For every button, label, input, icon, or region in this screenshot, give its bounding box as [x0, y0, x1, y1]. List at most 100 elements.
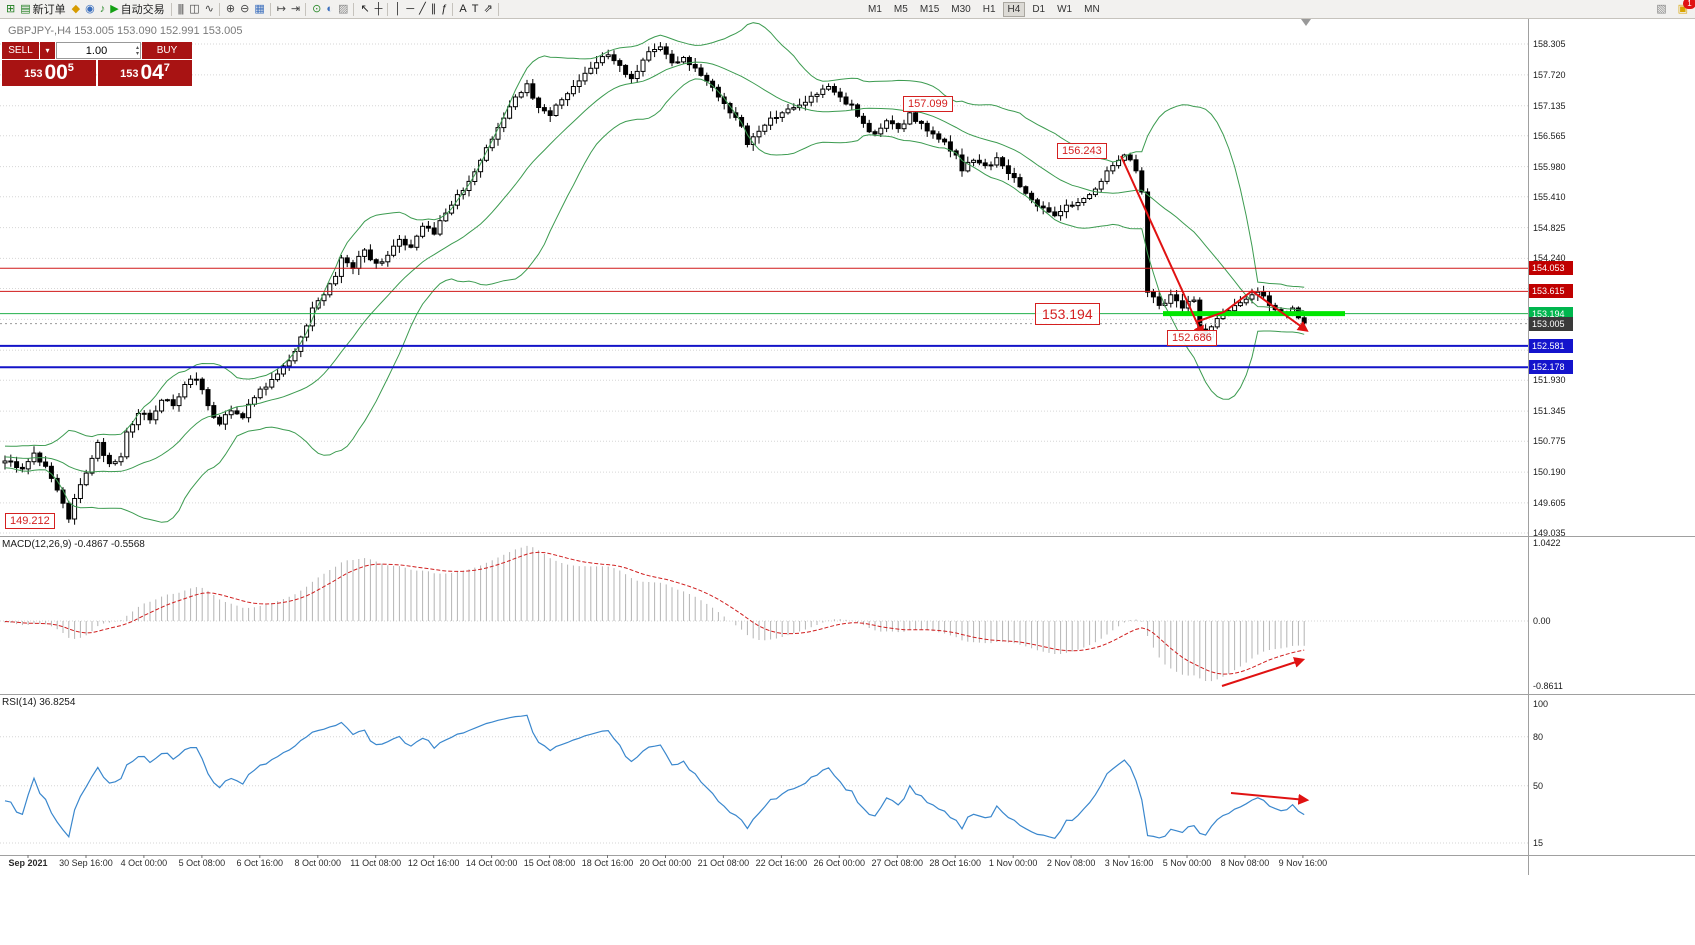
trendline-icon[interactable]: ╱ [416, 1, 428, 17]
zoom-in-icon[interactable]: ⊕ [223, 1, 237, 17]
buy-price-point: 7 [163, 62, 170, 74]
chart-profile-icon[interactable]: ▧ [1653, 1, 1668, 17]
timeframe-d1-button[interactable]: D1 [1027, 2, 1050, 17]
alerts-icon: ♪ [99, 3, 105, 15]
channel-icon: ∥ [430, 3, 436, 15]
tile-windows-icon: ▦ [254, 3, 264, 15]
label-tool-icon[interactable]: T [469, 1, 481, 17]
spinner-up-icon[interactable]: ▴ [135, 44, 139, 51]
crosshair-icon: ┼ [374, 3, 383, 15]
tile-windows-icon[interactable]: ▦ [251, 1, 266, 17]
channel-icon[interactable]: ∥ [428, 1, 439, 17]
new-chart-icon[interactable]: ⊞ [3, 1, 17, 17]
templates-icon: ▨ [338, 3, 348, 15]
trendline-icon: ╱ [419, 3, 426, 15]
sell-price-point: 5 [67, 62, 74, 74]
indicators-icon: ⊙ [312, 3, 321, 15]
bar-chart-mode-icon[interactable]: ||| [175, 1, 187, 17]
line-chart-mode-icon[interactable]: ∿ [202, 1, 216, 17]
line-chart-mode-icon: ∿ [204, 3, 214, 15]
zoom-out-icon[interactable]: ⊖ [237, 1, 251, 17]
indicators-icon[interactable]: ⊙ [309, 1, 323, 17]
toolbar-separator [353, 2, 355, 16]
autotrade-button[interactable]: ▶ 自动交易 [107, 1, 167, 17]
periods-icon[interactable]: ◐ [323, 1, 335, 17]
market-watch-icon[interactable]: ◆ [69, 1, 82, 17]
new-order-button[interactable]: ▤ 新订单 [17, 1, 68, 17]
arrows-tool-icon: ⇗ [483, 3, 492, 15]
one-click-trade-panel: SELL ▾ ▴▾ BUY 153 00 5 153 04 7 [2, 42, 192, 86]
vertical-line-icon[interactable]: │ [391, 1, 403, 17]
macd-arrow[interactable] [1221, 657, 1306, 687]
toolbar: ⊞ ▤ 新订单 ◆ ◉ ♪ ▶ 自动交易 ||| ◫ ∿ ⊕ ⊖ ▦ ↦ ⇥ ⊙ ◐ ▨ ↖ ┼ │ ─ ╱ ∥ ƒ A T ⇗ M1 M… [0, 0, 1695, 19]
toolbar-right-group: ▧ ▣ 1 [1653, 0, 1695, 17]
chart-shift-marker[interactable] [1301, 19, 1311, 26]
timeframe-m15-button[interactable]: M15 [915, 2, 944, 17]
timeframe-m5-button[interactable]: M5 [889, 2, 913, 17]
toolbar-separator [452, 2, 454, 16]
buy-price-prefix: 153 [120, 68, 139, 80]
data-window-icon[interactable]: ◉ [82, 1, 97, 17]
data-window-icon: ◉ [85, 3, 95, 15]
sell-price-prefix: 153 [24, 68, 43, 80]
horizontal-line-icon[interactable]: ─ [403, 1, 416, 17]
auto-scroll-icon[interactable]: ↦ [274, 1, 288, 17]
downtrend-arrow[interactable] [1120, 155, 1204, 338]
toolbar-separator [170, 2, 172, 16]
alerts-icon[interactable]: ♪ [97, 1, 108, 17]
cursor-icon: ↖ [360, 3, 369, 15]
macd-indicator-label: MACD(12,26,9) -0.4867 -0.5568 [2, 539, 145, 550]
trade-dropdown-caret-icon[interactable]: ▾ [40, 42, 55, 59]
timeframe-m30-button[interactable]: M30 [946, 2, 975, 17]
new-order-button-label: 新订单 [32, 4, 66, 16]
zoom-in-icon: ⊕ [225, 3, 235, 15]
arrows-tool-icon[interactable]: ⇗ [480, 1, 494, 17]
horizontal-line-icon: ─ [406, 3, 414, 15]
buy-price-button[interactable]: 153 04 7 [98, 60, 192, 86]
text-tool-icon[interactable]: A [456, 1, 468, 17]
buy-button[interactable]: BUY [142, 42, 192, 59]
label-tool-icon: T [471, 3, 479, 15]
cursor-icon[interactable]: ↖ [357, 1, 371, 17]
chart-shift-icon[interactable]: ⇥ [288, 1, 302, 17]
bar-chart-mode-icon: ||| [177, 3, 185, 15]
new-order-button: ▤ [20, 3, 30, 15]
toolbar-separator [305, 2, 307, 16]
timeframe-h4-button[interactable]: H4 [1002, 1, 1026, 17]
rsi-indicator-label: RSI(14) 36.8254 [2, 697, 76, 708]
consolidation-arrow[interactable] [1195, 289, 1309, 332]
toolbar-separator [218, 2, 220, 16]
vertical-line-icon: │ [394, 3, 401, 15]
volume-spinner[interactable]: ▴ ▾ [136, 45, 140, 57]
sell-price-button[interactable]: 153 00 5 [2, 60, 96, 86]
periods-icon: ◐ [326, 3, 333, 15]
candle-chart-mode-icon[interactable]: ◫ [186, 1, 201, 17]
buy-price-pips: 04 [140, 61, 164, 84]
timeframe-toolbar: M1 M5 M15 M30 H1 H4 D1 W1 MN [862, 1, 1106, 17]
timeframe-m1-button[interactable]: M1 [863, 2, 887, 17]
volume-input[interactable] [57, 44, 136, 57]
timeframe-w1-button[interactable]: W1 [1052, 2, 1077, 17]
sell-button[interactable]: SELL [2, 42, 39, 59]
toolbar-left-group: ⊞ ▤ 新订单 ◆ ◉ ♪ ▶ 自动交易 ||| ◫ ∿ ⊕ ⊖ ▦ ↦ ⇥ ⊙ ◐ ▨ ↖ ┼ │ ─ ╱ ∥ ƒ A T ⇗ [0, 0, 502, 18]
market-watch-icon: ◆ [71, 3, 81, 15]
spinner-down-icon[interactable]: ▾ [135, 50, 139, 57]
volume-field: ▴▾ [56, 42, 141, 59]
timeframe-mn-button[interactable]: MN [1079, 2, 1105, 17]
templates-icon[interactable]: ▨ [335, 1, 350, 17]
fibonacci-icon[interactable]: ƒ [438, 1, 449, 17]
rsi-arrow[interactable] [1230, 792, 1310, 805]
zoom-out-icon: ⊖ [240, 3, 249, 15]
fibonacci-icon: ƒ [441, 3, 447, 15]
news-icon[interactable]: ▣ 1 [1675, 0, 1695, 17]
toolbar-separator [387, 2, 389, 16]
text-tool-icon: A [459, 3, 466, 15]
autotrade-button: ▶ [110, 3, 119, 15]
auto-scroll-icon: ↦ [276, 3, 286, 15]
notification-badge: 1 [1683, 0, 1695, 9]
new-chart-icon: ⊞ [6, 3, 15, 15]
crosshair-icon[interactable]: ┼ [372, 1, 385, 17]
timeframe-h1-button[interactable]: H1 [978, 2, 1001, 17]
